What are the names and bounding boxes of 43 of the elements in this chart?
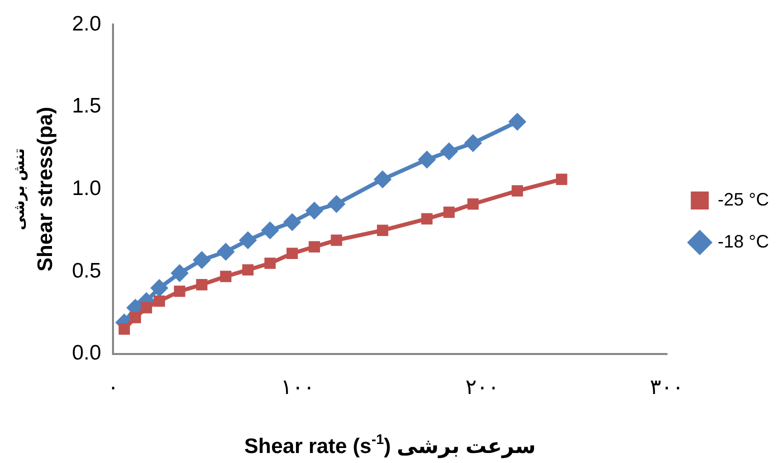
point <box>512 185 523 197</box>
x-tick-label: ٠ <box>108 376 119 400</box>
point <box>464 134 482 152</box>
y-tick-label: 1.0 <box>72 176 102 200</box>
point <box>283 213 302 232</box>
point <box>196 279 208 290</box>
point <box>508 112 526 131</box>
y-tick-label: 2.0 <box>72 12 102 36</box>
point <box>170 264 189 282</box>
y-tick-label: 0.5 <box>72 259 102 282</box>
point <box>374 170 392 188</box>
point <box>467 198 479 210</box>
point <box>440 142 458 160</box>
point <box>443 206 455 218</box>
point <box>174 286 186 297</box>
point <box>118 323 130 335</box>
legend-label: -25 °C <box>718 189 770 210</box>
point <box>140 302 152 314</box>
point <box>150 278 168 297</box>
point <box>192 250 211 269</box>
point <box>327 195 346 214</box>
point <box>376 224 388 236</box>
point <box>220 270 232 282</box>
x-tick-label: ٢٠٠ <box>465 376 500 400</box>
point <box>330 234 342 246</box>
point <box>238 231 257 250</box>
point <box>286 248 298 260</box>
point <box>130 312 141 324</box>
y-tick-label: 1.5 <box>72 94 102 118</box>
x-tick-label: ١٠٠ <box>280 376 315 400</box>
point <box>261 221 280 240</box>
legend-label: -18 °C <box>718 231 770 252</box>
point <box>556 174 568 185</box>
point <box>308 241 320 252</box>
point <box>264 258 276 269</box>
point <box>216 242 235 261</box>
x-tick-label: ٣٠٠ <box>650 376 684 400</box>
point <box>421 213 433 224</box>
point <box>418 150 436 169</box>
point <box>154 295 165 307</box>
point <box>242 264 254 276</box>
point <box>305 202 324 220</box>
y-tick-label: 0.0 <box>72 342 102 365</box>
